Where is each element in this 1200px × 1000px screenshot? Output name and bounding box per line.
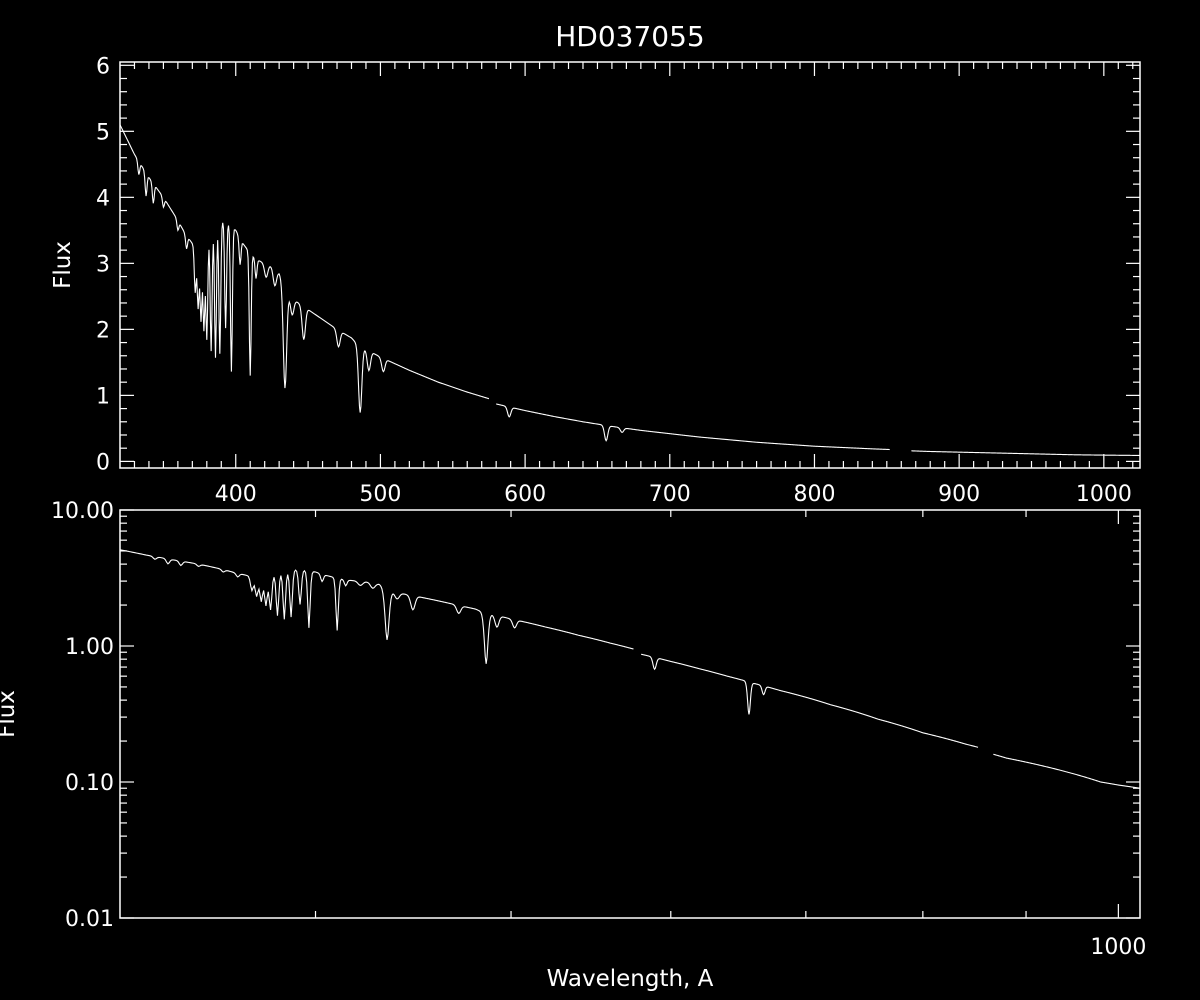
top-spectrum-segment [119, 124, 490, 413]
x-axis-label: Wavelength, A [547, 966, 714, 992]
bottom-y-tick-label: 0.01 [65, 907, 114, 932]
top-x-tick-label: 500 [359, 482, 401, 507]
bottom-panel-ticks [120, 509, 1140, 919]
top-y-tick-label: 6 [96, 54, 110, 79]
bottom-y-tick-label: 0.10 [65, 771, 114, 796]
bottom-spectrum-segment [119, 549, 634, 664]
top-y-tick-label: 0 [96, 450, 110, 475]
bottom-y-tick-label: 10.00 [51, 499, 114, 524]
top-y-tick-label: 1 [96, 384, 110, 409]
log-flux-panel: 1000 0.01 0.10 1.00 10.00 Flux Wavelength, A [0, 499, 1146, 992]
top-y-tick-label: 3 [96, 252, 110, 277]
top-panel-spectrum [119, 124, 1141, 457]
top-y-tick-label: 4 [96, 186, 110, 211]
top-x-tick-label: 700 [649, 482, 691, 507]
top-x-tick-label: 400 [215, 482, 257, 507]
linear-flux-panel: 400 500 600 700 800 900 1000 0 1 2 3 4 5 6 Flux [50, 54, 1141, 507]
bottom-panel-spectrum [119, 549, 1141, 789]
top-y-tick-label: 5 [96, 120, 110, 145]
bottom-spectrum-segment [993, 753, 1141, 789]
top-x-tick-label: 900 [938, 482, 980, 507]
bottom-panel-frame [119, 509, 1141, 919]
top-x-tick-label: 600 [504, 482, 546, 507]
bottom-x-tick-label: 1000 [1090, 935, 1146, 960]
bottom-panel-tick-labels: 1000 0.01 0.10 1.00 10.00 [51, 499, 1146, 960]
chart-title: HD037055 [555, 20, 705, 53]
top-panel-ticks [120, 62, 1140, 468]
top-spectrum-segment [496, 403, 890, 451]
top-x-tick-label: 800 [793, 482, 835, 507]
top-y-tick-label: 2 [96, 318, 110, 343]
top-x-tick-label: 1000 [1076, 482, 1132, 507]
bottom-spectrum-segment [640, 653, 979, 748]
top-y-axis-label: Flux [50, 241, 76, 289]
top-spectrum-segment [911, 450, 1141, 457]
top-panel-frame [119, 61, 1141, 469]
bottom-y-axis-label: Flux [0, 690, 20, 738]
bottom-y-tick-label: 1.00 [65, 635, 114, 660]
top-panel-tick-labels: 400 500 600 700 800 900 1000 0 1 2 3 4 5 6 [96, 54, 1132, 507]
